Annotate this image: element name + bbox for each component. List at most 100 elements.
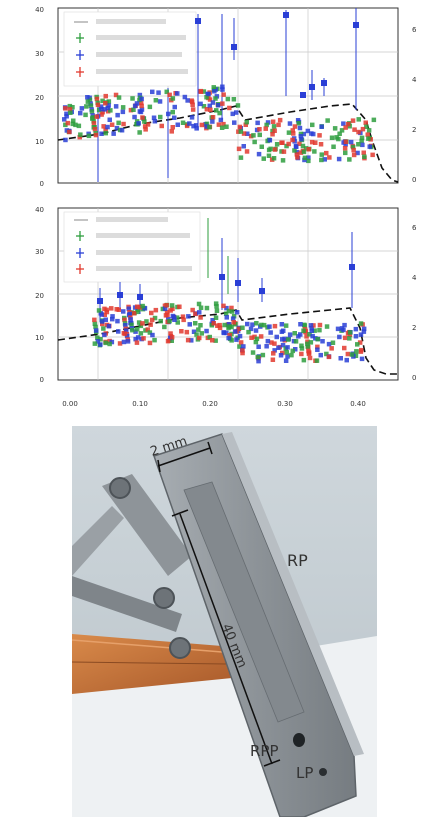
scatter-point: [272, 341, 277, 346]
scatter-point: [267, 138, 273, 143]
scatter-point: [116, 95, 122, 100]
scatter-point: [95, 339, 101, 344]
scatter-point: [226, 322, 232, 327]
scatter-point: [139, 107, 145, 112]
scatter-point: [231, 97, 237, 102]
scatter-point: [128, 317, 133, 322]
scatter-point: [140, 115, 145, 120]
scatter-point: [355, 150, 360, 156]
scatter-point: [158, 318, 163, 324]
scatter-point: [348, 139, 354, 145]
scatter-point: [219, 125, 225, 130]
dimension-width-line: [157, 441, 213, 473]
scatter-point: [264, 344, 269, 349]
scatter-point: [213, 315, 219, 320]
scatter-point: [280, 158, 286, 163]
scatter-point: [234, 310, 240, 315]
scatter-point: [311, 131, 316, 137]
scatter-point: [138, 100, 144, 106]
scatter-point: [177, 304, 182, 309]
scatter-point: [86, 133, 92, 139]
scatter-point: [189, 338, 194, 343]
scatter-point: [170, 96, 176, 101]
scatter-point: [76, 123, 82, 129]
top-scatter-points: [62, 84, 377, 164]
scatter-point: [250, 350, 256, 355]
scatter-point: [137, 130, 142, 135]
scatter-point: [194, 332, 199, 337]
scatter-point: [264, 122, 269, 128]
scatter-point: [329, 346, 334, 351]
scatter-point: [119, 128, 125, 133]
scatter-point: [272, 128, 277, 133]
scatter-point: [170, 109, 175, 115]
bottom-right-tick-6: 6: [412, 224, 417, 232]
scatter-point: [319, 152, 324, 157]
scatter-point: [207, 124, 212, 130]
scatter-point: [180, 120, 186, 125]
scatter-point: [359, 347, 364, 353]
scatter-point: [315, 344, 320, 350]
scatter-point: [127, 311, 132, 317]
scatter-point: [296, 121, 301, 126]
scatter-point: [94, 114, 99, 119]
scatter-point: [102, 332, 107, 338]
scatter-point: [63, 137, 68, 143]
scatter-point: [326, 354, 332, 360]
scatter-point: [335, 326, 341, 332]
scatter-point: [185, 98, 190, 103]
scatter-point: [295, 118, 301, 123]
scatter-point: [358, 332, 364, 337]
scatter-point: [362, 154, 367, 159]
scatter-point: [300, 143, 306, 149]
scatter-point: [229, 338, 234, 343]
scatter-point: [207, 103, 212, 109]
scatter-point: [283, 323, 289, 328]
scatter-point: [361, 150, 366, 155]
scatter-point: [245, 131, 250, 136]
scatter-point: [214, 308, 220, 313]
scatter-point: [121, 339, 127, 345]
scatter-point: [245, 321, 250, 327]
scatter-point: [142, 306, 148, 311]
scatter-point: [77, 134, 82, 140]
scatter-point: [187, 121, 192, 126]
scatter-point: [236, 326, 242, 332]
scatter-point: [123, 323, 128, 328]
scatter-point: [279, 149, 284, 154]
screw-lower: [169, 637, 191, 659]
scatter-point: [292, 331, 297, 336]
scatter-point: [189, 99, 195, 105]
scatter-point: [241, 344, 246, 349]
scatter-point: [179, 329, 184, 334]
support-arm-upper: [102, 474, 192, 576]
scatter-point: [265, 338, 271, 344]
scatter-point: [232, 329, 238, 334]
scatter-point: [324, 324, 330, 329]
scatter-point: [216, 103, 221, 108]
x-tick-0: 0.00: [62, 400, 78, 408]
scatter-point: [213, 338, 218, 343]
scatter-point: [236, 146, 242, 152]
scatter-point: [286, 141, 291, 147]
scatter-point: [204, 121, 210, 127]
scatter-point: [318, 352, 323, 358]
scatter-point: [135, 326, 140, 332]
scatter-point: [357, 340, 363, 345]
scatter-point: [256, 344, 261, 349]
scatter-point: [338, 356, 343, 361]
scatter-point: [360, 142, 365, 148]
scatter-point: [198, 101, 203, 107]
device-photo: 2 mm 40 mm RP RPP LP: [72, 426, 377, 817]
scatter-point: [218, 117, 224, 123]
scatter-point: [138, 323, 144, 329]
scatter-point: [148, 322, 153, 327]
scatter-point: [130, 96, 135, 101]
scatter-point: [210, 338, 215, 343]
scatter-point: [226, 308, 232, 314]
scatter-point: [199, 331, 204, 336]
scatter-point: [279, 329, 285, 334]
scatter-point: [301, 328, 306, 333]
scatter-point: [63, 122, 68, 128]
